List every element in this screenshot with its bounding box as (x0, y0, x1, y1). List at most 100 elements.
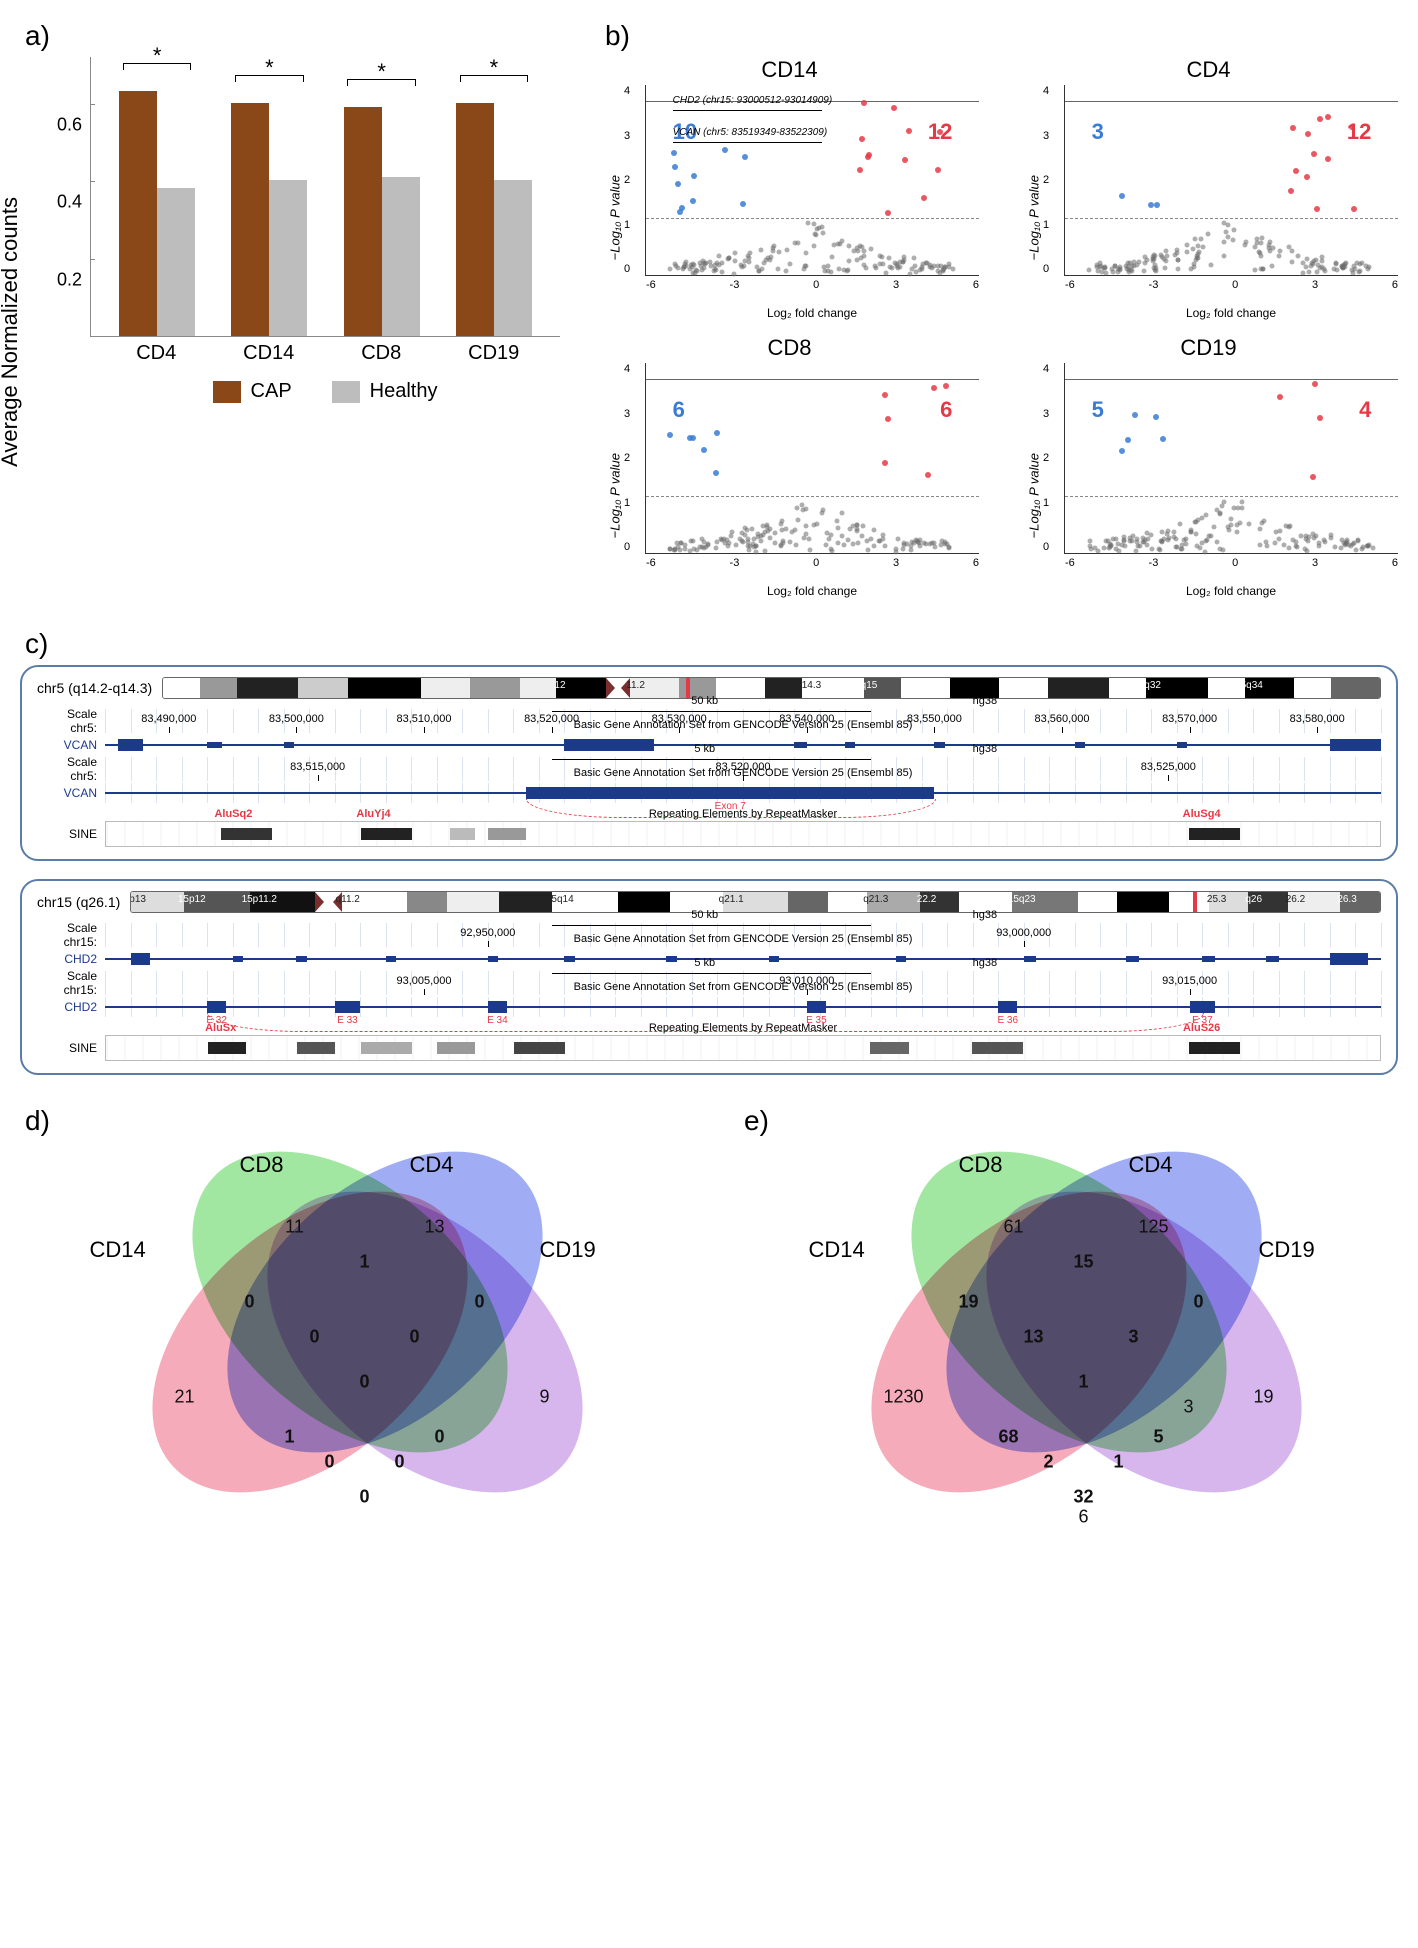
sine-element (361, 828, 412, 840)
volcano-y-label: −Log₁₀ P value (1027, 175, 1042, 260)
volcano-title: CD4 (1019, 57, 1398, 83)
venn-count: 15 (1073, 1252, 1093, 1273)
exon (1075, 742, 1085, 748)
coord-tick: 83,550,000 (907, 713, 962, 725)
bar-group-cd4: * (119, 91, 195, 336)
volcano-x-label: Log₂ fold change (645, 584, 979, 598)
panel-b: b) CD14 −Log₁₀ P value 1012CHD2 (chr15: 93… (600, 20, 1398, 598)
bar-healthy (494, 180, 532, 336)
venn-count: 13 (424, 1217, 444, 1238)
venn-count: 32 (1073, 1487, 1093, 1508)
sine-element (297, 1042, 335, 1054)
scale-label: Scalechr15: (37, 969, 105, 997)
volcano-title: CD19 (1019, 335, 1398, 361)
coord-tick: 93,015,000 (1162, 975, 1217, 987)
y-tick: 0.4 (57, 192, 90, 213)
bar-healthy (269, 180, 307, 336)
venn-count: 3 (1128, 1327, 1138, 1348)
sine-track: Repeating Elements by RepeatMaskerAluSq2… (105, 821, 1381, 847)
coord-tick: 83,490,000 (141, 713, 196, 725)
volcano-x-label: Log₂ fold change (645, 306, 979, 320)
bar-plot-area: **** (91, 57, 560, 337)
legend-cap-swatch (213, 381, 241, 403)
sine-element (972, 1042, 1023, 1054)
venn-count: 11 (285, 1217, 304, 1238)
bar-healthy (157, 188, 195, 336)
volcano-cd4: CD4−Log₁₀ P value312-6-303601234Log₂ fol… (1019, 57, 1398, 320)
coord-tick: 83,570,000 (1162, 713, 1217, 725)
legend-healthy-swatch (332, 381, 360, 403)
venn-count: 0 (409, 1327, 419, 1348)
venn-count: 1 (284, 1427, 294, 1448)
exon (526, 787, 934, 799)
venn-label-cd19: CD19 (540, 1237, 596, 1263)
scale-bar-label: 50 kb (691, 695, 718, 707)
annotation-title: Basic Gene Annotation Set from GENCODE V… (574, 767, 913, 779)
venn-count: 0 (359, 1487, 369, 1508)
panel-b-label: b) (605, 20, 1398, 52)
coord-tick: 83,580,000 (1290, 713, 1345, 725)
coord-tick: 92,950,000 (460, 927, 515, 939)
sine-caption: Repeating Elements by RepeatMasker (649, 1022, 837, 1034)
exon (233, 956, 243, 962)
exon (1266, 956, 1279, 962)
x-axis-labels: CD4CD14CD8CD19 (90, 337, 560, 365)
coord-tick: 83,500,000 (269, 713, 324, 725)
exon (335, 1001, 361, 1013)
gene-track (105, 951, 1381, 967)
volcano-down-count: 5 (1092, 397, 1104, 423)
exon (1126, 956, 1139, 962)
gene-track: Exon 7 (105, 785, 1381, 801)
ideogram-label: chr15 (q26.1) (37, 894, 120, 910)
annotation-title: Basic Gene Annotation Set from GENCODE V… (574, 933, 913, 945)
exon (131, 953, 150, 965)
venn-count: 1230 (883, 1387, 923, 1408)
scale-label: Scalechr5: (37, 755, 105, 783)
coord-tick: 83,515,000 (290, 761, 345, 773)
sine-element (208, 1042, 246, 1054)
venn-count: 0 (474, 1292, 484, 1313)
sine-element (1189, 1042, 1240, 1054)
volcano-grid: CD14 −Log₁₀ P value 1012CHD2 (chr15: 93000… (600, 57, 1398, 598)
panel-c-label: c) (25, 628, 1398, 660)
venn-diagram-d: CD14CD8CD4CD19211113901001000000 (70, 1142, 630, 1542)
panel-e-label: e) (744, 1105, 1398, 1137)
legend-cap-label: CAP (251, 380, 292, 403)
venn-label-cd4: CD4 (410, 1152, 454, 1178)
exon (488, 1001, 507, 1013)
bar-cap (231, 103, 269, 336)
exon (207, 742, 222, 748)
volcano-y-label: −Log₁₀ P value (608, 453, 623, 538)
venn-count: 0 (309, 1327, 319, 1348)
coord-tick: 93,000,000 (996, 927, 1051, 939)
volcano-y-label: −Log₁₀ P value (608, 175, 623, 260)
panel-d: d) CD14CD8CD4CD19211113901001000000 (20, 1105, 679, 1542)
exon (1190, 1001, 1216, 1013)
venn-label-cd8: CD8 (959, 1152, 1003, 1178)
exon (998, 1001, 1017, 1013)
venn-count: 0 (394, 1452, 404, 1473)
volcano-cd19: CD19−Log₁₀ P value54-6-303601234Log₂ fol… (1019, 335, 1398, 598)
exon (769, 956, 779, 962)
volcano-annotation: CHD2 (chr15: 93000512-93014909) (673, 95, 833, 106)
legend-healthy: Healthy (332, 380, 438, 403)
exon (1330, 953, 1368, 965)
assembly-label: hg38 (973, 743, 997, 755)
exon (564, 956, 574, 962)
sine-element-label: AluS26 (1183, 1022, 1220, 1034)
volcano-title: CD14 (600, 57, 979, 83)
venn-count: 3 (1183, 1397, 1193, 1418)
coord-tick: 83,525,000 (1141, 761, 1196, 773)
gene-label: CHD2 (37, 1000, 105, 1014)
x-label: CD8 (343, 342, 419, 365)
volcano-plot-area: 1012CHD2 (chr15: 93000512-93014909)VCAN … (645, 85, 979, 276)
ideogram-marker (1193, 891, 1197, 913)
browser-box: chr5 (q14.2-q14.3)1211.2q14.3q15q325q34S… (20, 665, 1398, 861)
venn-label-cd8: CD8 (240, 1152, 284, 1178)
assembly-label: hg38 (973, 909, 997, 921)
sine-caption: Repeating Elements by RepeatMasker (649, 808, 837, 820)
venn-count: 0 (1193, 1292, 1203, 1313)
volcano-down-count: 3 (1092, 119, 1104, 145)
sine-element (870, 1042, 908, 1054)
sine-element-label: AluYj4 (356, 808, 390, 820)
